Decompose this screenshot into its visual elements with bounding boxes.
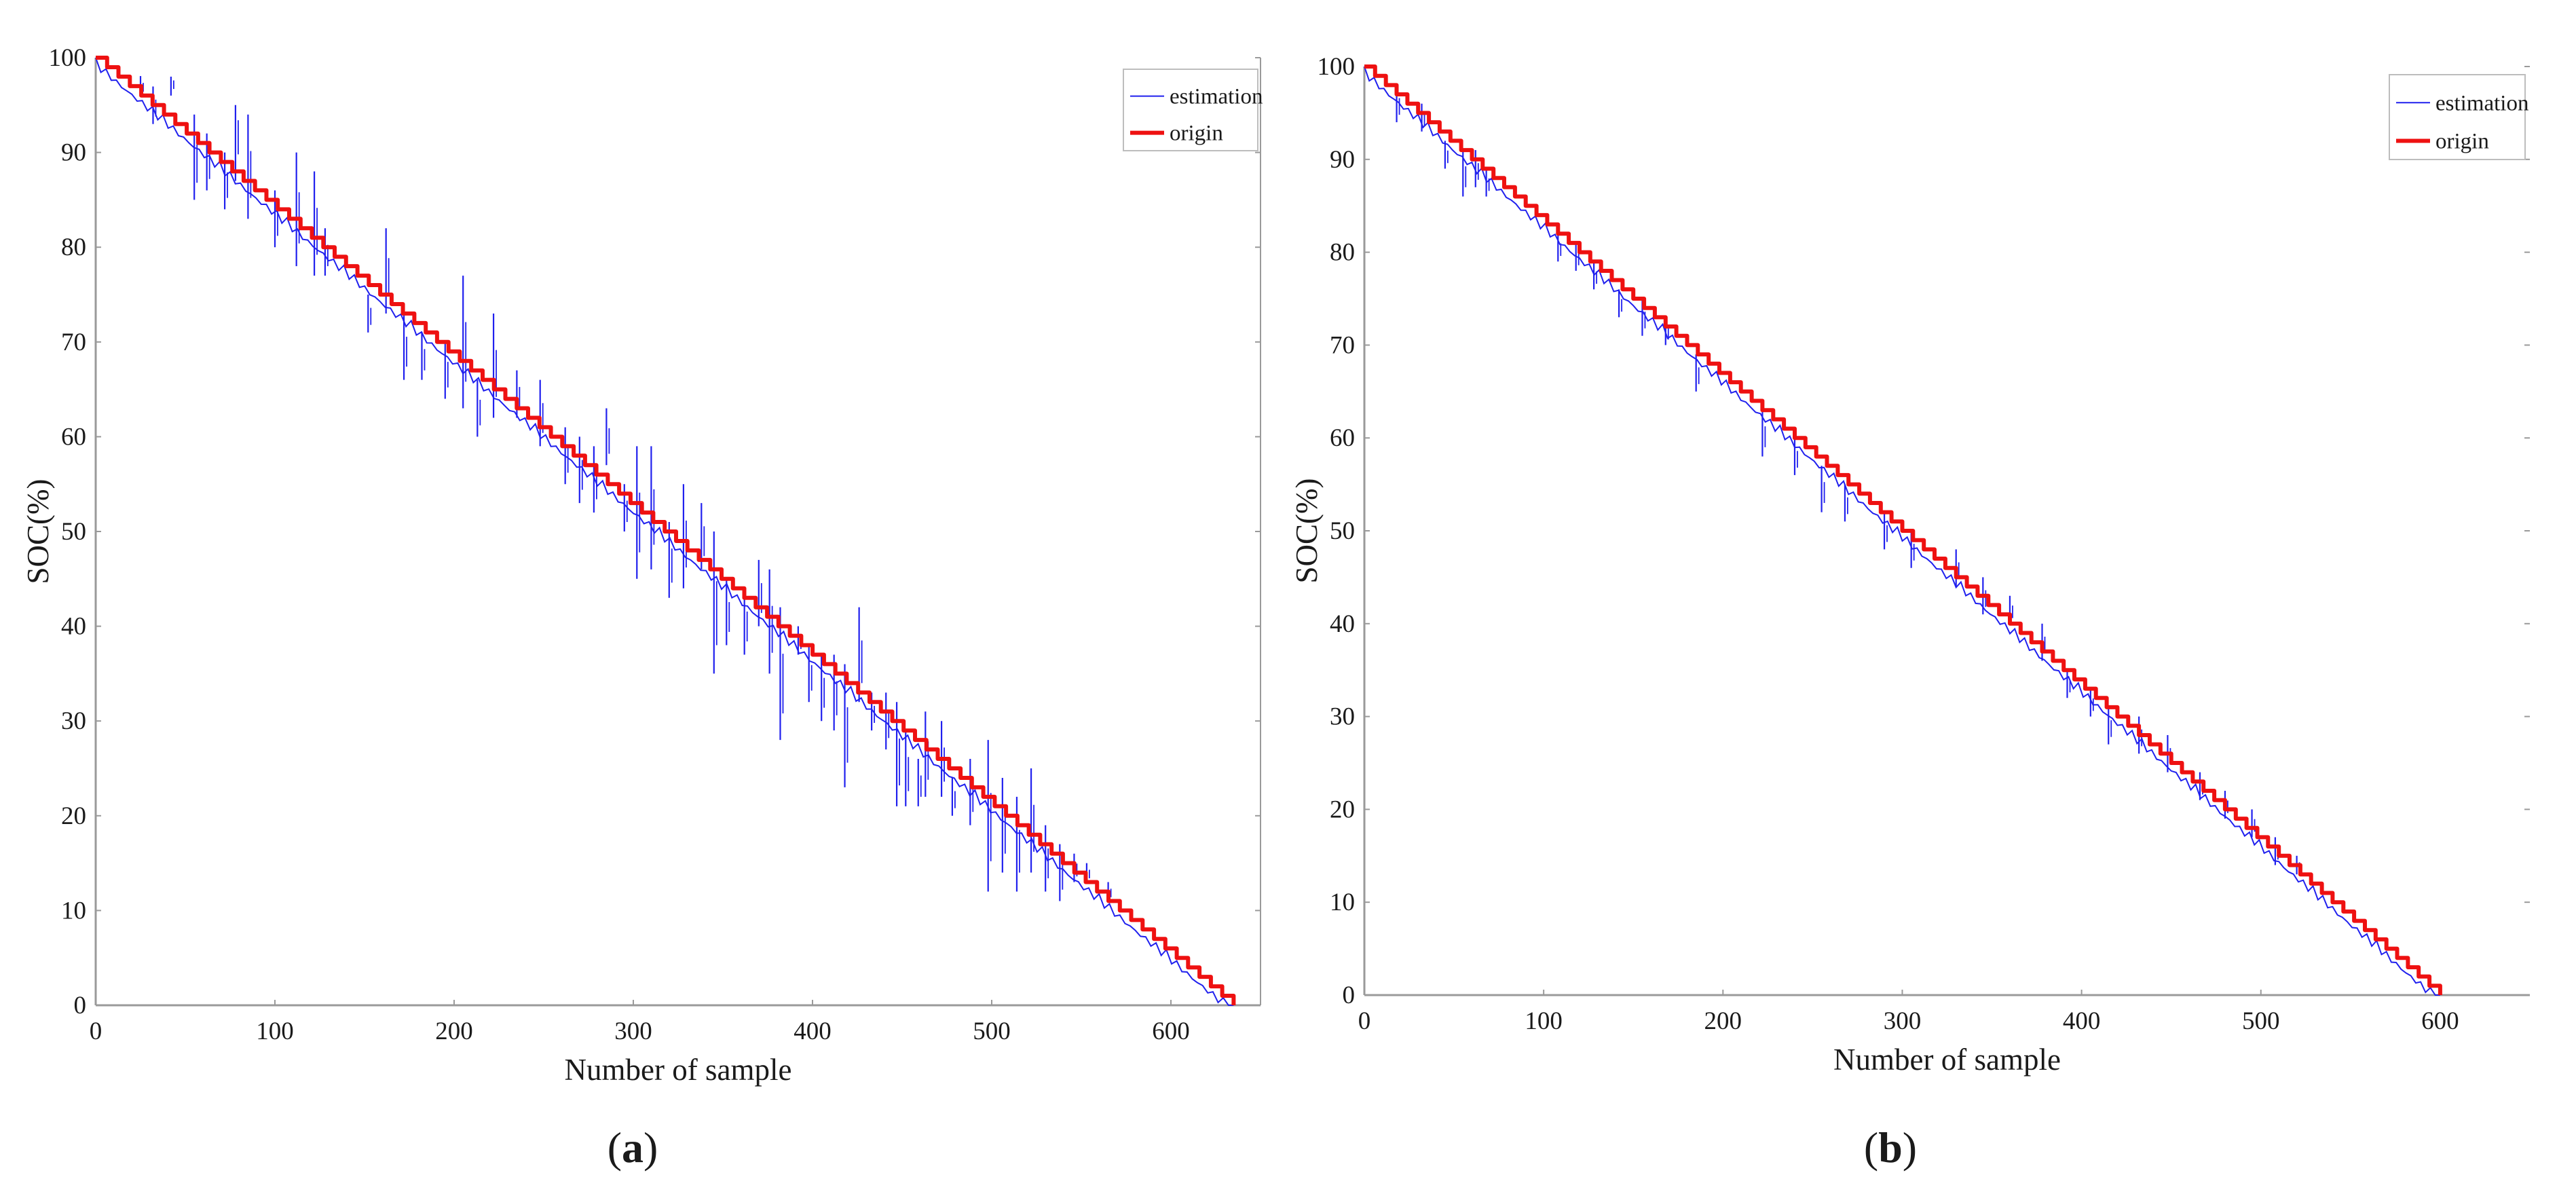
panel-a-estimation-line: [95, 57, 1234, 1006]
panel-b-y-tick-label: 50: [1330, 517, 1355, 545]
panel-b-y-tick-label: 60: [1330, 424, 1355, 452]
panel-b-caption-letter: b: [1878, 1123, 1903, 1172]
panel-a-x-tick-label: 0: [90, 1017, 102, 1045]
panel-b-legend-label-origin: origin: [2435, 130, 2489, 154]
panel-b-caption-open: (: [1864, 1123, 1878, 1172]
panel-b-x-tick-label: 200: [1704, 1007, 1742, 1035]
panel-a-x-tick-label: 500: [973, 1017, 1011, 1045]
panel-a-x-tick-label: 300: [614, 1017, 652, 1045]
panel-b-x-tick-label: 100: [1525, 1007, 1563, 1035]
panel-b-caption-close: ): [1903, 1123, 1917, 1172]
panel-a-legend-label-origin: origin: [1170, 122, 1223, 146]
panel-b-x-tick-label: 0: [1358, 1007, 1371, 1035]
panel-a-origin-line: [96, 56, 1236, 1005]
panel-b-y-tick-label: 90: [1330, 146, 1355, 174]
panel-a-caption-letter: a: [622, 1123, 643, 1172]
panel-b-y-tick-label: 40: [1330, 610, 1355, 638]
panel-a-caption-close: ): [643, 1123, 658, 1172]
panel-a-y-axis-title: SOC(%): [21, 479, 55, 584]
panel-b-x-tick-label: 500: [2242, 1007, 2280, 1035]
panel-b-y-tick-label: 30: [1330, 703, 1355, 731]
panel-a-y-tick-label: 90: [61, 139, 86, 167]
panel-a-y-tick-label: 70: [61, 329, 86, 356]
panel-b-y-axis-title: SOC(%): [1290, 479, 1324, 584]
panel-b-y-tick-label: 10: [1330, 889, 1355, 916]
panel-a-y-tick-label: 40: [61, 613, 86, 641]
panel-b-y-tick-label: 0: [1343, 982, 1356, 1009]
panel-a-x-tick-label: 400: [794, 1017, 832, 1045]
panel-a-y-tick-label: 0: [74, 992, 87, 1020]
panel-b-y-tick-label: 70: [1330, 331, 1355, 359]
panel-b-x-axis-title: Number of sample: [1833, 1043, 2061, 1077]
panel-b-x-tick-label: 400: [2063, 1007, 2101, 1035]
panel-a-x-tick-label: 100: [256, 1017, 294, 1045]
panel-a-x-tick-label: 200: [435, 1017, 473, 1045]
panel-b-origin-line: [1364, 64, 2442, 995]
panel-a-chart: 0 10 20 30 40 50 60 70 80 90 100 0 100 200 300 400 500 60…: [21, 44, 1263, 1087]
panel-b-chart: 0 10 20 30 40 50 60 70 80 90 100 0 100 200 300 400 500 60…: [1290, 53, 2530, 1077]
panel-a-y-tick-label: 80: [61, 233, 86, 261]
panel-a-y-tick-label: 50: [61, 518, 86, 546]
panel-a-y-tick-label: 10: [61, 897, 86, 924]
panel-a-legend: estimation origin: [1123, 69, 1263, 151]
panel-b-x-tick-label: 300: [1884, 1007, 1922, 1035]
panel-a-legend-box: [1123, 69, 1258, 151]
panel-b-legend-label-estimation: estimation: [2435, 91, 2528, 115]
panel-a-x-tick-label: 600: [1152, 1017, 1190, 1045]
panel-b-x-tick-label: 600: [2421, 1007, 2459, 1035]
panel-a-y-tick-label: 20: [61, 802, 86, 830]
panel-a-y-tick-label: 100: [49, 44, 87, 72]
panel-b-y-tick-label: 80: [1330, 239, 1355, 267]
panel-a-caption: (a): [608, 1123, 658, 1172]
panel-b-legend-box: [2389, 74, 2526, 160]
panel-a-y-tick-label: 30: [61, 707, 86, 735]
panel-a-x-axis-title: Number of sample: [565, 1053, 792, 1087]
panel-a-y-tick-label: 60: [61, 423, 86, 451]
panel-b-estimation-line: [1364, 66, 2440, 996]
panel-b-y-tick-label: 100: [1318, 53, 1356, 81]
panel-b-y-tick-label: 20: [1330, 796, 1355, 823]
panel-b-legend: estimation origin: [2389, 74, 2528, 160]
panel-a-legend-label-estimation: estimation: [1170, 85, 1263, 109]
panel-a-caption-open: (: [608, 1123, 622, 1172]
panel-b-caption: (b): [1864, 1123, 1917, 1172]
